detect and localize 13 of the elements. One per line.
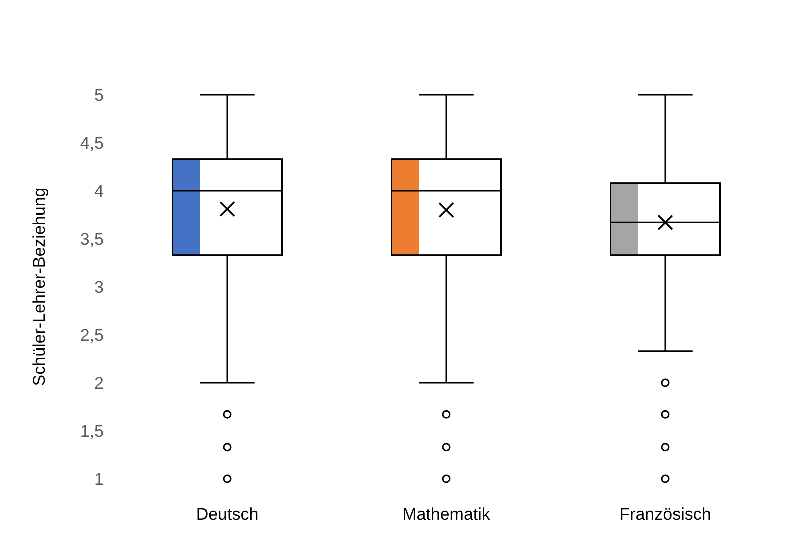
y-tick-label: 5	[94, 86, 104, 105]
x-tick-label: Französisch	[620, 505, 712, 524]
x-tick-label: Mathematik	[402, 505, 491, 524]
y-tick-label: 3	[94, 278, 104, 297]
y-tick-label: 2,5	[80, 326, 104, 345]
y-tick-label: 1,5	[80, 422, 104, 441]
y-tick-label: 1	[94, 470, 104, 489]
x-tick-label: Deutsch	[196, 505, 259, 524]
y-tick-label: 2	[94, 374, 104, 393]
y-tick-label: 4,5	[80, 134, 104, 153]
y-axis-title: Schüler-Lehrer-Beziehung	[30, 188, 49, 386]
y-tick-label: 3,5	[80, 230, 104, 249]
y-tick-label: 4	[94, 182, 104, 201]
